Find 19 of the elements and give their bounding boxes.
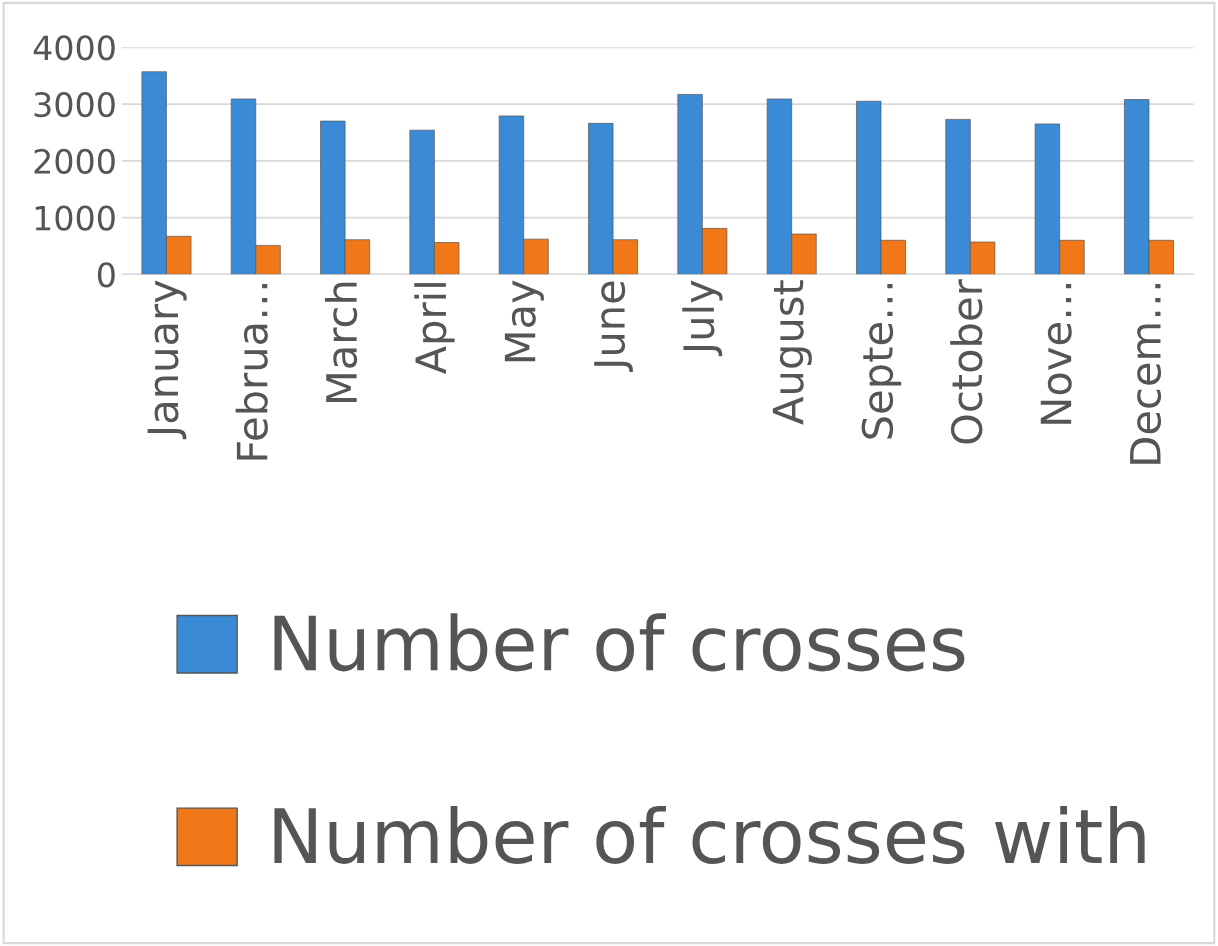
legend-label: Number of crosses with <box>274 805 1145 864</box>
y-tick-label: 0 <box>97 262 115 288</box>
x-tick-label: Decem… <box>1130 284 1162 464</box>
x-tick-label: April <box>414 283 455 375</box>
x-tick-label: October <box>950 279 983 444</box>
x-tick-label: Nove… <box>1040 284 1072 424</box>
x-tick-label: Septe… <box>861 284 902 439</box>
x-tick-label: June <box>594 281 633 373</box>
legend-label: Number of crosses <box>274 613 965 672</box>
y-tick-label: 4000 <box>33 35 115 61</box>
x-tick-label: March <box>324 282 358 403</box>
y-tick-label: 2000 <box>34 148 115 174</box>
x-tick-label: July <box>682 280 723 357</box>
x-tick-label: January <box>147 280 187 440</box>
x-tick-label: May <box>504 280 544 362</box>
y-tick-label: 1000 <box>35 205 115 231</box>
y-tick-label: 3000 <box>34 91 115 118</box>
x-tick-label: Februa… <box>235 284 268 460</box>
x-tick-label: August <box>772 280 812 425</box>
